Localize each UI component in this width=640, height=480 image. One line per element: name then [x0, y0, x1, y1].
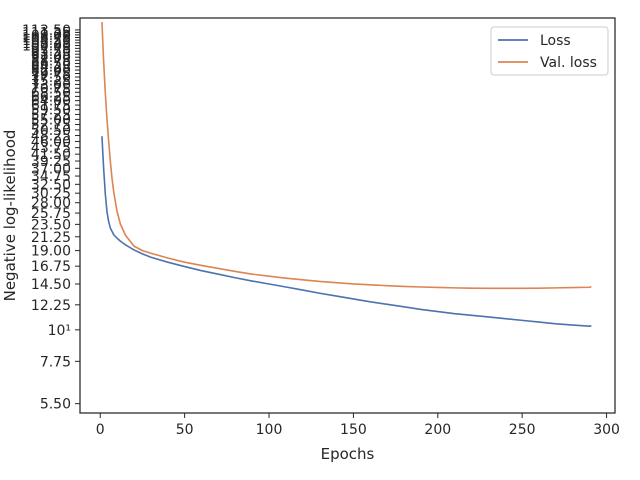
y-tick-label: 70.75	[31, 81, 71, 97]
y-tick-label: 77.50	[31, 70, 71, 86]
y-tick-label: 68.50	[31, 85, 71, 101]
y-tick-label: 34.75	[31, 169, 71, 185]
y-tick-label: 79.75	[31, 66, 71, 82]
y-tick-label: 32.50	[31, 177, 71, 193]
y-tick-label: 52.75	[31, 118, 71, 134]
y-tick-label: 109.00	[22, 28, 71, 44]
y-tick-label: 14.50	[31, 277, 71, 293]
y-tick-label: 61.75	[31, 98, 71, 114]
x-tick-label: 100	[256, 422, 283, 438]
y-tick-label: 59.50	[31, 103, 71, 119]
y-tick-label: 100.00	[22, 39, 71, 55]
y-tick-label: 7.75	[40, 354, 71, 370]
y-tick-label: 91.00	[31, 50, 71, 66]
y-tick-label: 64.00	[31, 94, 71, 110]
series-line-val-loss	[101, 21, 592, 290]
series-line-loss	[101, 136, 592, 328]
y-tick-label: 106.75	[22, 30, 71, 46]
x-tick-label: 300	[593, 422, 620, 438]
y-tick-label: 111.25	[22, 25, 71, 41]
y-tick-label: 21.25	[31, 230, 71, 246]
y-tick-label: 46.00	[31, 134, 71, 150]
x-tick-label: 0	[96, 422, 105, 438]
y-tick-label: 86.50	[31, 56, 71, 72]
y-tick-label: 30.25	[31, 186, 71, 202]
y-tick-label: 104.50	[22, 33, 71, 49]
plot-frame	[79, 17, 616, 414]
y-tick-label: 97.75	[31, 41, 71, 57]
x-tick-label: 200	[424, 422, 451, 438]
y-tick-label: 66.25	[31, 89, 71, 105]
y-tick-label: 19.00	[31, 244, 71, 260]
x-ticks: 0 50 100 150 200 250 300	[96, 413, 620, 438]
y-tick-label: 41.50	[31, 147, 71, 163]
y-tick-label: 73.00	[31, 77, 71, 93]
y-tick-label: 39.25	[31, 154, 71, 170]
y-tick-label: 12.25	[31, 298, 71, 314]
y-tick-label: 23.50	[31, 217, 71, 233]
y-tick-label: 55.00	[31, 112, 71, 128]
y-tick-label: 50.50	[31, 123, 71, 139]
y-tick-label: 16.75	[31, 259, 71, 275]
y-tick-label: 43.75	[31, 141, 71, 157]
legend-box	[490, 26, 609, 76]
y-tick-label: 37.00	[31, 161, 71, 177]
y-tick-label: 28.00	[31, 196, 71, 212]
x-tick-label: 50	[176, 422, 194, 438]
x-axis-label: Epochs	[321, 445, 375, 463]
legend: Loss Val. loss	[490, 26, 609, 76]
y-tick-label: 5.50	[40, 397, 71, 413]
y-tick-label: 113.50	[22, 23, 71, 39]
y-tick-label: 25.75	[31, 206, 71, 222]
y-tick-label: 57.25	[31, 107, 71, 123]
y-axis-label: Negative log-likelihood	[1, 130, 19, 302]
y-tick-label: 95.50	[31, 44, 71, 60]
y-tick-label: 88.75	[31, 53, 71, 69]
y-tick-label: 75.25	[31, 74, 71, 90]
y-ticks: 5.50 7.75 10¹ 12.25 14.50 16.7519.0021.2523.5…	[22, 23, 80, 413]
y-tick-label: 93.25	[31, 47, 71, 63]
y-tick-label: 84.25	[31, 60, 71, 76]
y-tick-label: 82.00	[31, 63, 71, 79]
legend-label-loss: Loss	[540, 33, 571, 49]
x-tick-label: 150	[340, 422, 367, 438]
y-tick-label: 102.25	[22, 36, 71, 52]
y-tick-label: 48.25	[31, 129, 71, 145]
series-layer	[101, 21, 592, 328]
legend-label-val-loss: Val. loss	[540, 55, 597, 71]
y-tick-label: 10¹	[48, 323, 71, 339]
x-tick-label: 250	[509, 422, 536, 438]
